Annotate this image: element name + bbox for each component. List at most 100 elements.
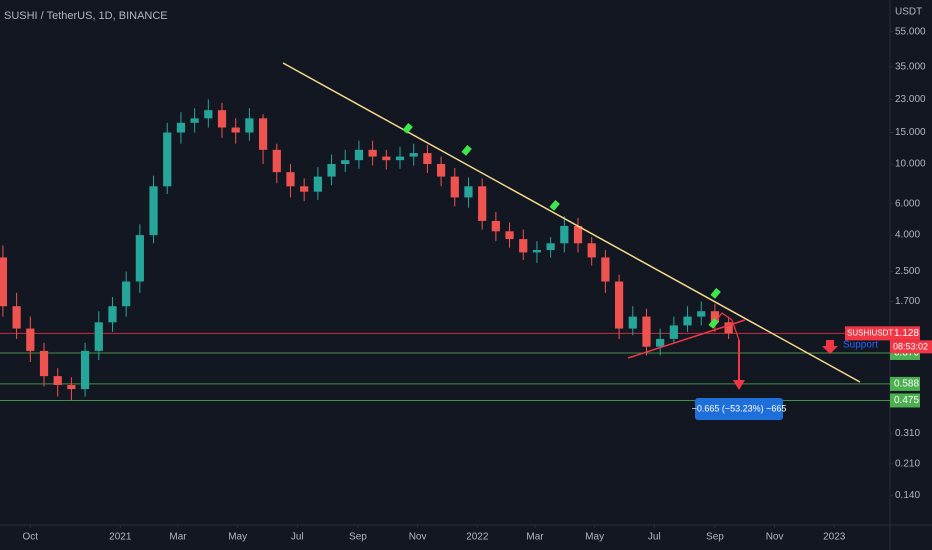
- candle-body: [601, 257, 610, 282]
- price-tag: [890, 326, 920, 341]
- countdown-label: 08:53:02: [893, 342, 928, 352]
- x-tick-label: Mar: [169, 532, 187, 543]
- x-tick-label: 2021: [109, 532, 132, 543]
- candle-body: [149, 186, 158, 236]
- y-tick-label: 1.700: [895, 296, 920, 307]
- candle-body: [656, 338, 665, 347]
- price-tag-label: 0.475: [894, 395, 919, 406]
- y-tick-label: 35.000: [895, 61, 926, 72]
- candle-body: [26, 328, 35, 351]
- candle-body: [217, 110, 227, 128]
- candle-body: [491, 220, 500, 232]
- candle-body: [683, 316, 692, 326]
- candle-body: [231, 127, 240, 133]
- y-tick-label: 4.000: [895, 230, 920, 241]
- candle-body: [0, 257, 8, 307]
- candle-body: [409, 153, 418, 157]
- candle-body: [478, 186, 487, 221]
- candle-body: [587, 243, 596, 258]
- candle-body: [122, 281, 131, 307]
- hammer-icon: [461, 145, 472, 156]
- candle-body: [176, 122, 186, 133]
- candle-body: [108, 306, 117, 323]
- x-tick-label: Jul: [648, 532, 661, 543]
- path-drawing: [711, 312, 740, 341]
- price-tag-label: 1.128: [894, 328, 919, 339]
- symbol-title: SUSHI / TetherUS, 1D, BINANCE: [4, 10, 168, 22]
- candle-body: [546, 243, 555, 251]
- candle-body: [710, 311, 720, 323]
- candle-body: [368, 149, 377, 157]
- candle-body: [464, 186, 473, 198]
- x-tick-label: Sep: [706, 532, 724, 543]
- price-tag: [890, 393, 920, 408]
- candle-body: [697, 311, 706, 317]
- trend-line: [282, 62, 861, 383]
- candle-body: [12, 306, 21, 329]
- candle-body: [519, 239, 528, 253]
- price-axis: [890, 0, 932, 550]
- x-tick-label: Mar: [526, 532, 544, 543]
- x-tick-label: Oct: [23, 532, 39, 543]
- candle-body: [614, 281, 624, 329]
- x-tick-label: Nov: [409, 532, 427, 543]
- hammer-icons: [402, 123, 721, 329]
- candle-body: [272, 149, 281, 173]
- candle-body: [327, 163, 336, 177]
- candle-body: [204, 110, 213, 119]
- candle-body: [135, 235, 144, 282]
- y-tick-label: 2.500: [895, 266, 920, 277]
- candle-body: [286, 172, 295, 187]
- candle-body: [354, 149, 364, 161]
- y-tick-label: 23.000: [895, 94, 926, 105]
- drawings: Support −0.665 (−53.23%) −665: [282, 62, 878, 420]
- hammer-icon: [549, 200, 560, 211]
- candle-body: [190, 118, 199, 123]
- candle-body: [258, 118, 268, 150]
- x-tick-label: May: [585, 532, 604, 543]
- candle-body: [341, 160, 350, 164]
- candle-body: [642, 316, 651, 347]
- candle-body: [163, 132, 172, 187]
- candle-body: [80, 350, 90, 390]
- arrow-head: [733, 380, 745, 390]
- candle-body: [313, 176, 322, 192]
- support-line: [627, 319, 746, 359]
- y-tick-label: 0.140: [895, 490, 920, 501]
- candle-body: [505, 231, 514, 240]
- hammer-icon: [710, 288, 721, 299]
- candle-body: [300, 186, 309, 192]
- x-tick-label: 2023: [823, 532, 846, 543]
- candle-body: [532, 250, 542, 253]
- candle-body: [560, 225, 569, 244]
- candle-body: [628, 316, 637, 329]
- y-tick-label: 0.310: [895, 428, 920, 439]
- candle-body: [53, 376, 62, 385]
- candle-body: [39, 350, 49, 377]
- y-tick-label: 55.000: [895, 26, 926, 37]
- y-tick-label: 6.000: [895, 198, 920, 209]
- symbol-tag-label: SUSHIUSDT: [847, 328, 893, 337]
- measure-label: −0.665 (−53.23%) −665: [692, 403, 787, 413]
- x-tick-label: Nov: [766, 532, 784, 543]
- countdown-tag: [890, 340, 932, 354]
- candle-body: [94, 322, 103, 351]
- candle-body: [573, 225, 583, 244]
- measure-box: [695, 398, 783, 420]
- x-tick-label: Jul: [291, 532, 304, 543]
- x-tick-label: 2022: [466, 532, 489, 543]
- y-tick-label: 15.000: [895, 127, 926, 138]
- candle-body: [669, 325, 678, 339]
- down-arrow: [822, 340, 838, 354]
- candle-body: [395, 156, 405, 161]
- price-tag-label: 0.588: [894, 379, 919, 390]
- candle-body: [724, 322, 733, 334]
- y-tick-label: 10.000: [895, 159, 926, 170]
- candle-body: [382, 156, 391, 161]
- candle-body: [245, 118, 254, 133]
- candle-body: [67, 384, 76, 390]
- x-tick-label: May: [228, 532, 247, 543]
- hammer-icon: [708, 318, 719, 329]
